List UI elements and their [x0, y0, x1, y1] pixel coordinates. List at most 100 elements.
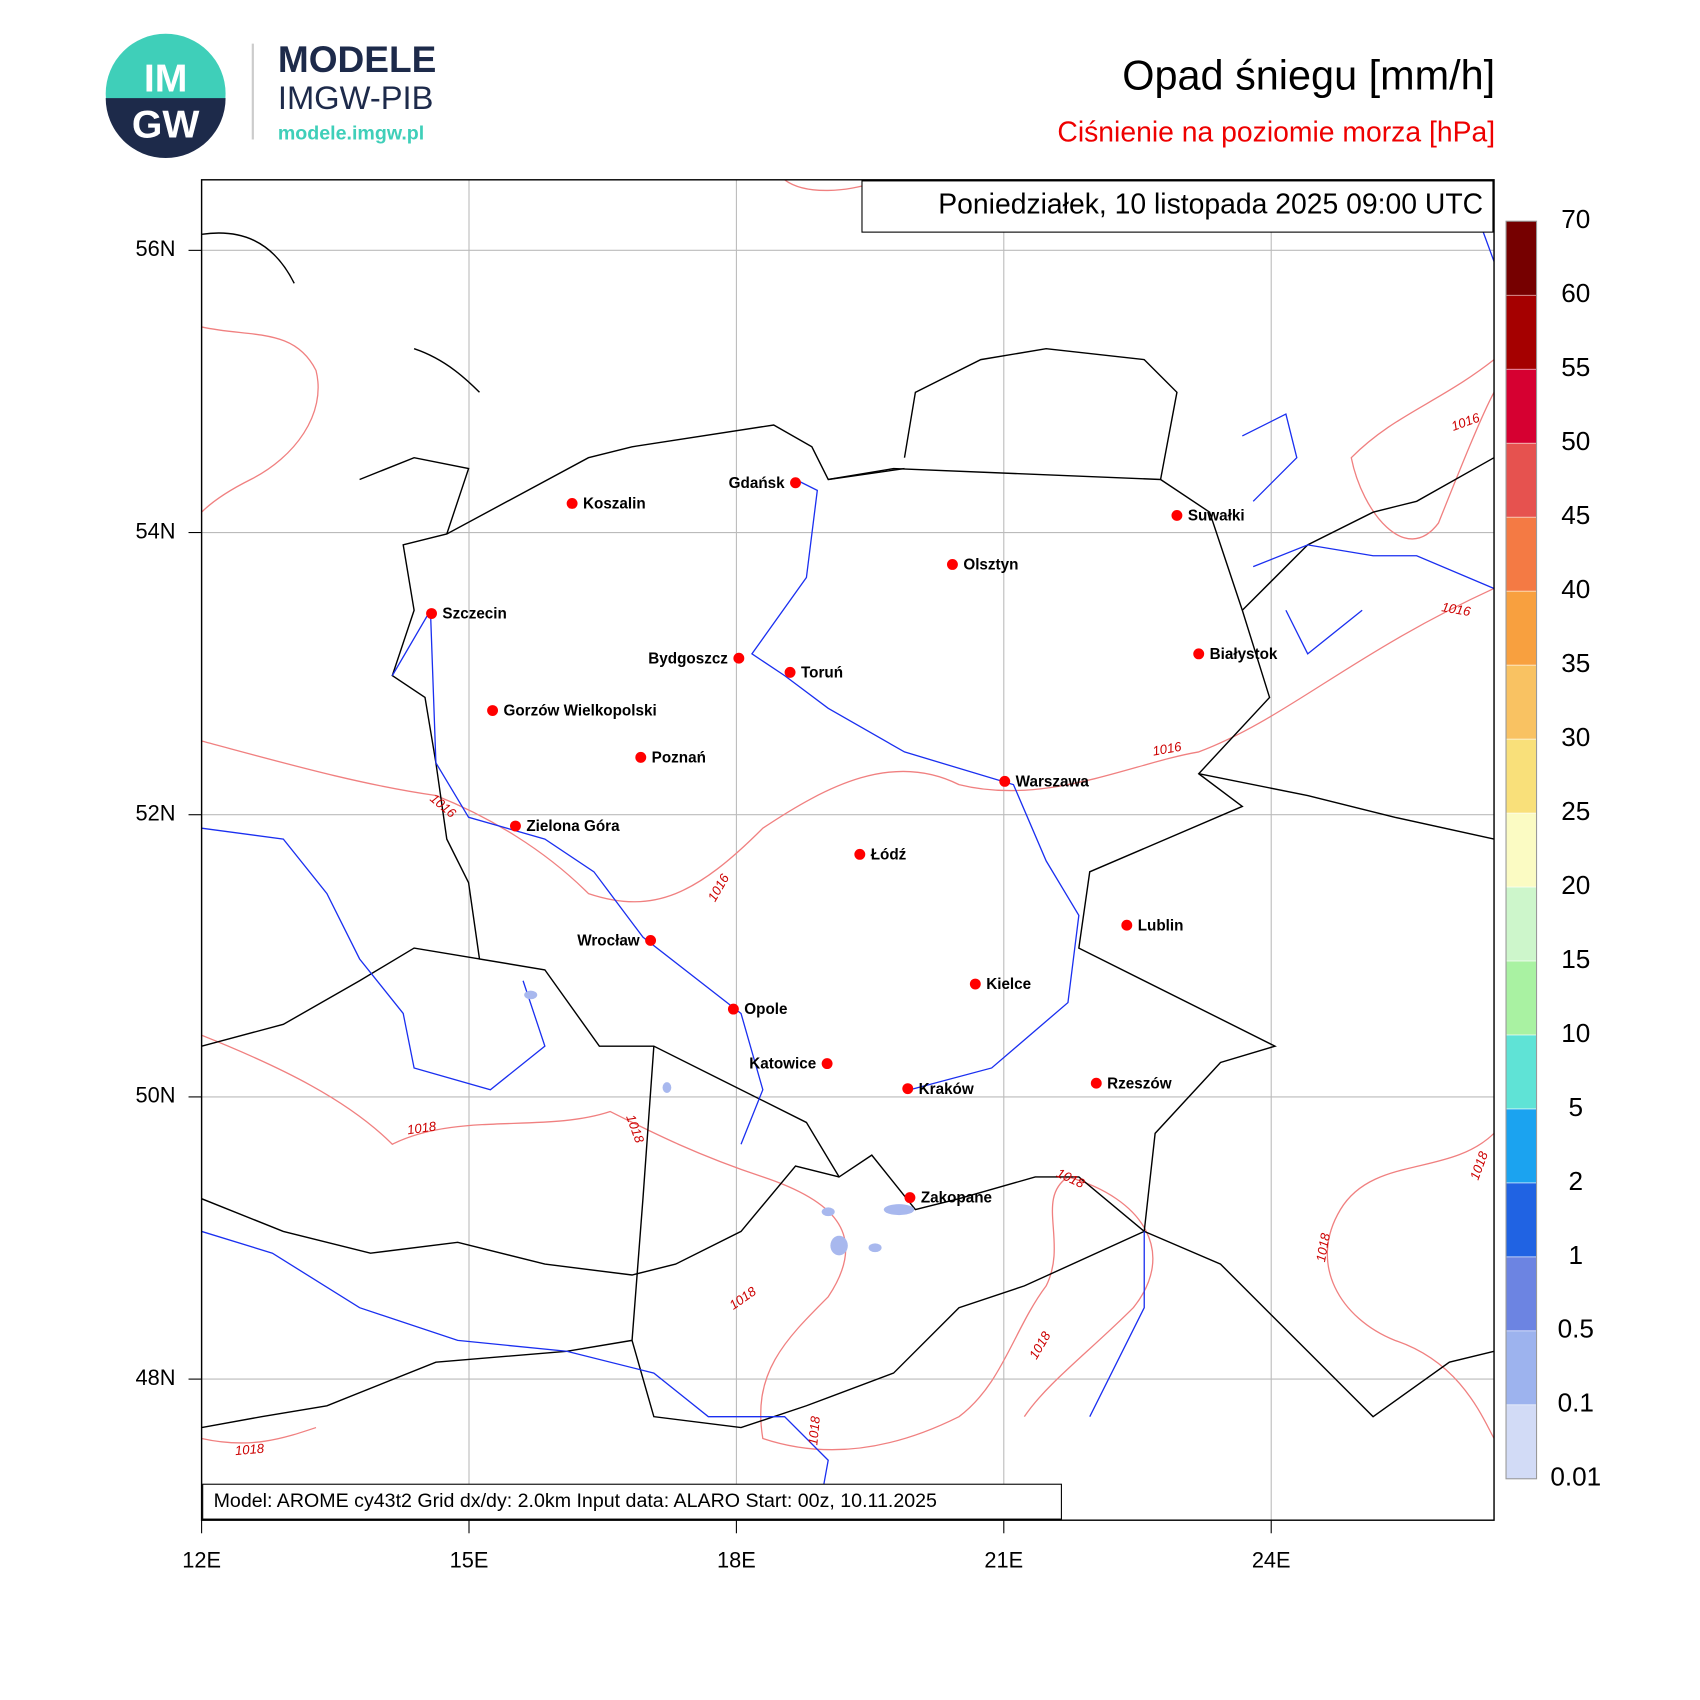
contour-label: 1016: [1440, 599, 1472, 619]
colorbar-label: 70: [1561, 204, 1590, 234]
city-dot: [821, 1058, 833, 1070]
city-dot: [727, 1003, 739, 1015]
colorbar-label: 0.01: [1550, 1462, 1601, 1492]
x-tick-label: 24E: [1252, 1547, 1291, 1572]
map-frame: [200, 179, 1495, 1521]
axis-ticks: 12E 15E 18E 21E 24E 48N 50N 52N 54N 56N: [135, 236, 1290, 1572]
city-dot: [904, 1192, 916, 1204]
city-dot: [902, 1083, 914, 1095]
brand: MODELE: [278, 38, 436, 80]
title: Opad śniegu [mm/h]: [1122, 52, 1495, 98]
colorbar-label: 2: [1568, 1166, 1583, 1196]
city-label: Warszawa: [1016, 773, 1090, 790]
colorbar-label: 20: [1561, 870, 1590, 900]
contour-label: 1018: [805, 1415, 823, 1446]
colorbar-bin: [1505, 812, 1537, 888]
url[interactable]: modele.imgw.pl: [278, 122, 424, 144]
colorbar-label: 50: [1561, 426, 1590, 456]
contour-label: 1018: [1054, 1165, 1087, 1191]
grid: [201, 179, 1495, 1521]
city-dot: [854, 848, 866, 860]
contour-label: 1018: [1467, 1149, 1491, 1182]
org: IMGW-PIB: [278, 79, 434, 116]
subtitle: Ciśnienie na poziomie morza [hPa]: [1057, 117, 1495, 149]
colorbar-bin: [1505, 590, 1537, 666]
city-label: Gdańsk: [729, 475, 785, 492]
contour-label: 1018: [406, 1118, 438, 1137]
x-tick-label: 12E: [182, 1547, 221, 1572]
y-tick-label: 54N: [135, 518, 175, 543]
contour-label: 1018: [1313, 1231, 1333, 1263]
y-tick-label: 50N: [135, 1083, 175, 1108]
pressure-contours: [201, 179, 1495, 1451]
city-label: Opole: [744, 1001, 787, 1018]
city-dot: [566, 498, 578, 509]
colorbar-bin: [1505, 1108, 1537, 1184]
city-dot: [969, 978, 981, 990]
colorbar-label: 0.1: [1558, 1388, 1594, 1418]
city-label: Szczecin: [442, 606, 506, 623]
city-dot: [784, 666, 796, 678]
city-dot: [1193, 648, 1205, 660]
colorbar-bin: [1505, 1256, 1537, 1332]
city-label: Kraków: [919, 1081, 974, 1098]
colorbar-bin: [1505, 516, 1537, 592]
colorbar-label: 10: [1561, 1018, 1590, 1048]
city-label: Toruń: [801, 664, 843, 681]
rivers: [201, 228, 1495, 1521]
colorbar-bin: [1505, 442, 1537, 518]
colorbar-label: 25: [1561, 796, 1590, 826]
footer-box: [202, 1483, 1062, 1520]
x-tick-label: 18E: [717, 1547, 756, 1572]
city-label: Lublin: [1138, 917, 1184, 934]
city-dot: [790, 477, 801, 489]
colorbar-label: 40: [1561, 574, 1590, 604]
colorbar-label: 5: [1568, 1092, 1583, 1122]
timestamp: Poniedziałek, 10 listopada 2025 09:00 UT…: [938, 188, 1483, 220]
colorbar-bin: [1505, 664, 1537, 740]
colorbar-label: 35: [1561, 648, 1590, 678]
colorbar-bin: [1505, 1182, 1537, 1258]
colorbar-label: 0.5: [1558, 1314, 1594, 1344]
city-dot: [1090, 1077, 1102, 1089]
colorbar-label: 15: [1561, 944, 1590, 974]
logo: IM GW MODELE IMGW-PIB modele.imgw.pl: [105, 33, 436, 159]
city-dot: [1121, 919, 1133, 931]
city-dot: [999, 775, 1011, 787]
borders: [201, 232, 1495, 1429]
city-label: Zielona Góra: [526, 818, 620, 835]
colorbar-label: 60: [1561, 278, 1590, 308]
colorbar-bin: [1505, 738, 1537, 814]
colorbar-frame: [1505, 220, 1538, 1480]
x-tick-label: 21E: [984, 1547, 1023, 1572]
city-dot: [1171, 510, 1183, 521]
x-tick-label: 15E: [450, 1547, 489, 1572]
city-label: Olsztyn: [963, 557, 1018, 574]
city-label: Rzeszów: [1107, 1075, 1172, 1092]
colorbar-bin: [1505, 960, 1537, 1036]
city-label: Zakopane: [921, 1190, 992, 1207]
logo-text: GW: [132, 102, 200, 146]
city-dot: [645, 935, 657, 946]
colorbar-bin: [1505, 1330, 1537, 1406]
colorbar-bin: [1505, 1404, 1537, 1480]
snow-patches: [524, 990, 915, 1256]
contour-label: 1018: [623, 1112, 647, 1145]
colorbar-bin: [1505, 294, 1537, 370]
city-label: Poznań: [652, 749, 706, 766]
colorbar-label: 1: [1568, 1240, 1583, 1270]
colorbar-bin: [1505, 886, 1537, 962]
cities: Gdańsk Koszalin Suwałki Olsztyn Szczecin Bydg…: [426, 475, 1278, 1207]
city-label: Katowice: [749, 1056, 816, 1073]
map-layers: [201, 179, 1495, 1521]
city-dot: [733, 652, 745, 664]
city-label: Koszalin: [583, 496, 646, 513]
city-dot: [635, 751, 647, 763]
city-dot: [946, 559, 958, 570]
city-label: Łódź: [871, 846, 907, 863]
city-label: Bydgoszcz: [648, 650, 728, 667]
footer: Model: AROME cy43t2 Grid dx/dy: 2.0km In…: [214, 1490, 937, 1512]
contour-label: 1018: [726, 1283, 759, 1312]
colorbar-label: 55: [1561, 352, 1590, 382]
